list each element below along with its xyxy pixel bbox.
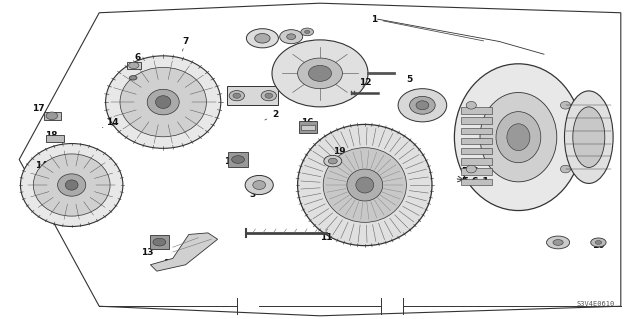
Polygon shape — [227, 86, 278, 105]
Text: 14: 14 — [35, 161, 54, 170]
Polygon shape — [46, 135, 64, 142]
Text: 15: 15 — [163, 255, 176, 268]
Ellipse shape — [229, 91, 244, 101]
Text: 3: 3 — [250, 185, 256, 199]
Ellipse shape — [298, 124, 432, 246]
Ellipse shape — [298, 58, 342, 89]
Text: 5: 5 — [406, 75, 415, 93]
Ellipse shape — [573, 107, 605, 167]
Text: 19: 19 — [333, 147, 346, 156]
Ellipse shape — [33, 154, 110, 216]
Ellipse shape — [261, 91, 276, 101]
Ellipse shape — [129, 76, 137, 80]
Ellipse shape — [65, 180, 78, 190]
Bar — [299, 121, 317, 133]
Bar — [461, 158, 492, 165]
Ellipse shape — [147, 89, 179, 115]
Bar — [461, 107, 492, 114]
Text: 9: 9 — [554, 239, 563, 250]
Ellipse shape — [129, 62, 139, 69]
Text: E-6: E-6 — [461, 167, 478, 177]
Ellipse shape — [246, 29, 278, 48]
Bar — [461, 138, 492, 144]
Text: 7: 7 — [182, 37, 189, 51]
Ellipse shape — [561, 165, 571, 173]
Bar — [301, 125, 315, 130]
Ellipse shape — [466, 165, 476, 173]
Text: 12: 12 — [358, 78, 371, 87]
Ellipse shape — [255, 33, 270, 43]
Text: 13: 13 — [224, 157, 237, 166]
Text: 11: 11 — [314, 233, 333, 242]
Ellipse shape — [323, 148, 406, 222]
Ellipse shape — [416, 101, 429, 110]
Bar — [461, 179, 492, 185]
Bar — [461, 168, 492, 175]
Bar — [228, 152, 248, 167]
Polygon shape — [127, 62, 141, 69]
Ellipse shape — [265, 93, 273, 98]
Polygon shape — [150, 233, 218, 271]
Ellipse shape — [301, 28, 314, 36]
Bar — [461, 128, 492, 134]
Polygon shape — [44, 112, 61, 120]
Ellipse shape — [232, 156, 244, 163]
Ellipse shape — [410, 96, 435, 114]
Bar — [461, 148, 492, 154]
Bar — [150, 235, 169, 249]
Text: 2: 2 — [265, 110, 278, 120]
Ellipse shape — [347, 169, 383, 201]
Ellipse shape — [287, 34, 296, 40]
Ellipse shape — [46, 112, 58, 120]
Ellipse shape — [120, 67, 206, 137]
Text: 16: 16 — [301, 118, 314, 127]
Text: 6: 6 — [134, 53, 141, 67]
Ellipse shape — [507, 124, 530, 151]
Ellipse shape — [308, 65, 332, 81]
Ellipse shape — [561, 101, 571, 109]
Ellipse shape — [20, 144, 123, 226]
Ellipse shape — [564, 91, 613, 183]
Text: 17: 17 — [32, 104, 51, 115]
Ellipse shape — [253, 181, 266, 189]
Text: S3V4E0610: S3V4E0610 — [576, 301, 614, 307]
Text: 18: 18 — [45, 131, 61, 140]
Ellipse shape — [280, 30, 303, 44]
Ellipse shape — [324, 155, 342, 167]
Text: 1: 1 — [371, 15, 484, 41]
Text: E-6-1: E-6-1 — [461, 177, 489, 187]
Ellipse shape — [553, 240, 563, 245]
Ellipse shape — [398, 89, 447, 122]
Ellipse shape — [153, 238, 166, 246]
Ellipse shape — [496, 112, 541, 163]
Ellipse shape — [245, 175, 273, 195]
Ellipse shape — [547, 236, 570, 249]
Bar — [461, 117, 492, 124]
Ellipse shape — [328, 158, 337, 164]
Ellipse shape — [305, 30, 310, 33]
Ellipse shape — [591, 238, 606, 247]
Ellipse shape — [156, 96, 171, 108]
Ellipse shape — [272, 40, 368, 107]
Ellipse shape — [106, 56, 221, 148]
Ellipse shape — [356, 177, 374, 193]
Ellipse shape — [480, 93, 557, 182]
Text: 14: 14 — [102, 118, 118, 128]
Ellipse shape — [466, 101, 476, 109]
Ellipse shape — [58, 174, 86, 196]
Text: 10: 10 — [592, 241, 605, 250]
Ellipse shape — [595, 241, 602, 244]
Text: 13: 13 — [141, 246, 157, 256]
Ellipse shape — [454, 64, 582, 211]
Ellipse shape — [233, 93, 241, 98]
